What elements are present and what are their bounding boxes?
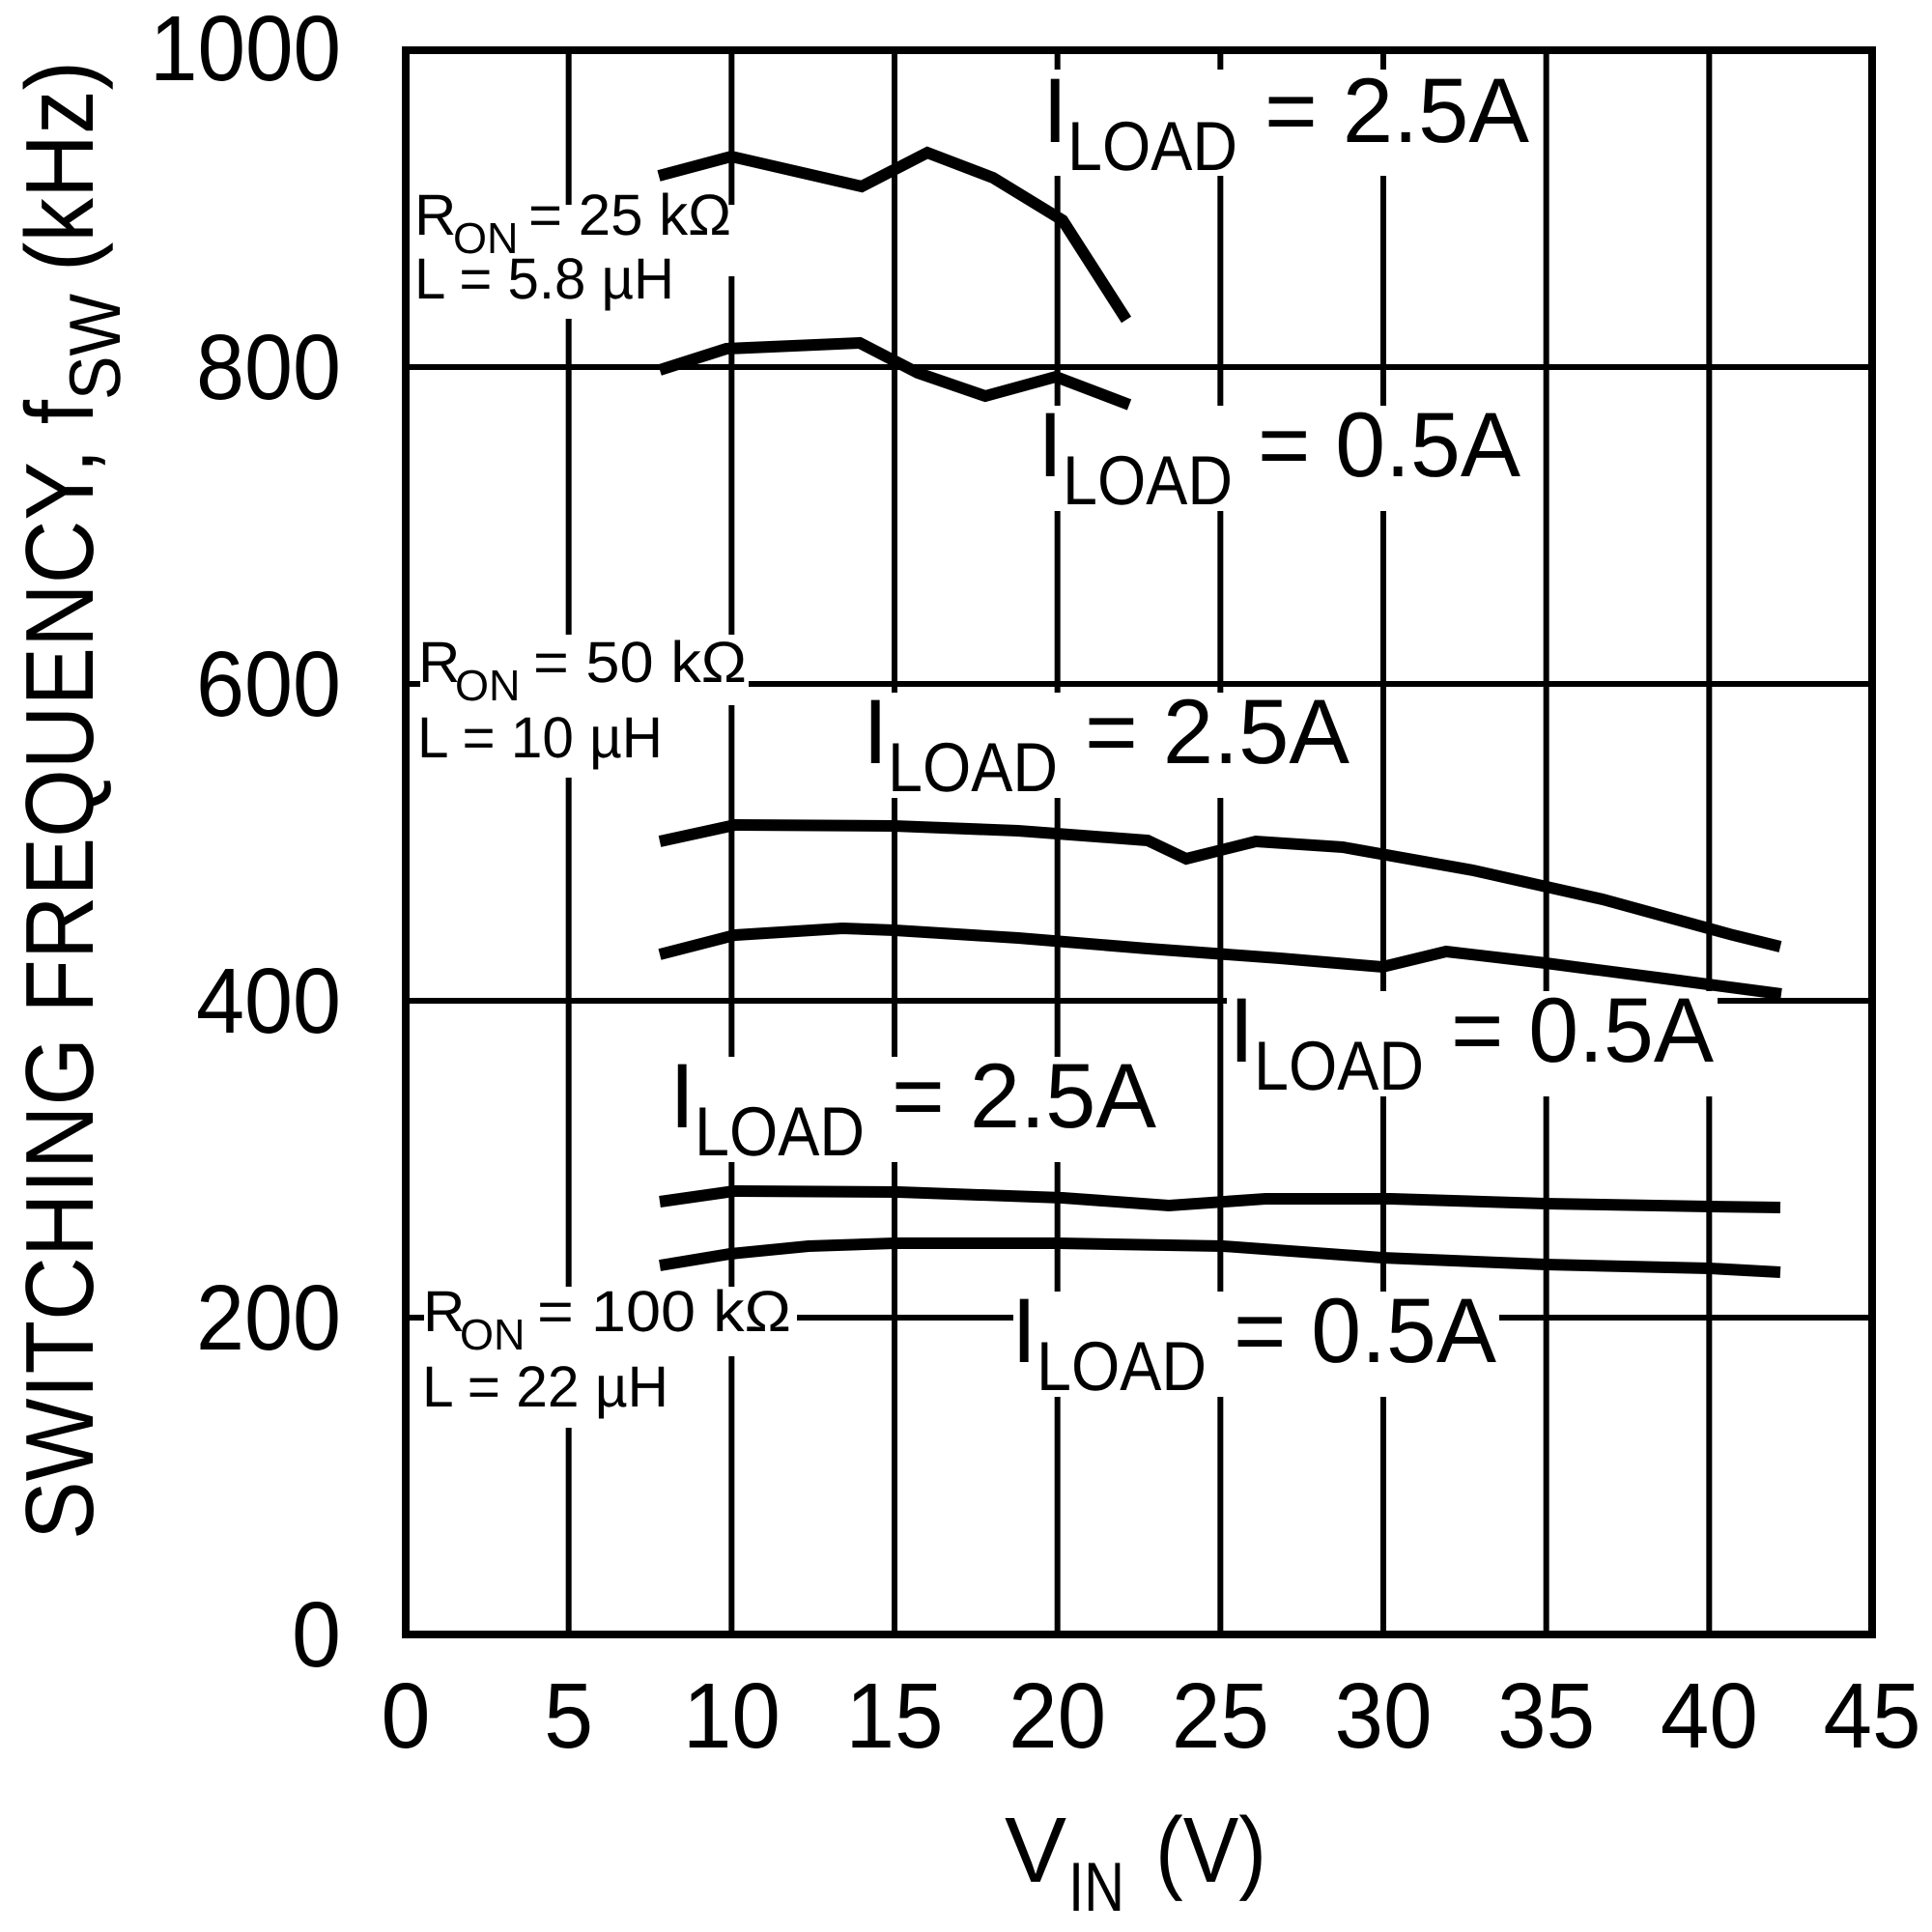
svg-text:LOAD: LOAD: [1037, 1328, 1207, 1406]
svg-text:35: 35: [1497, 1664, 1595, 1768]
svg-text:I: I: [669, 1045, 695, 1148]
svg-text:0: 0: [292, 1583, 341, 1687]
svg-text:I: I: [1011, 1280, 1037, 1382]
svg-text:30: 30: [1335, 1664, 1433, 1768]
svg-text:I: I: [1042, 60, 1067, 162]
svg-text:= 2.5A: = 2.5A: [1085, 681, 1350, 783]
svg-text:R: R: [423, 1279, 465, 1344]
svg-text:= 25 kΩ: = 25 kΩ: [528, 183, 731, 247]
svg-text:800: 800: [196, 316, 341, 419]
svg-text:V: V: [1005, 1799, 1066, 1902]
svg-text:= 2.5A: = 2.5A: [1264, 60, 1530, 162]
svg-text:LOAD: LOAD: [1254, 1028, 1424, 1105]
svg-text:= 2.5A: = 2.5A: [892, 1045, 1157, 1148]
svg-text:SWITCHING FREQUENCY, f: SWITCHING FREQUENCY, f: [6, 400, 114, 1540]
svg-text:0: 0: [382, 1664, 431, 1768]
svg-text:= 100 kΩ: = 100 kΩ: [537, 1279, 791, 1344]
svg-text:I: I: [1037, 394, 1063, 497]
svg-text:LOAD: LOAD: [1067, 108, 1237, 185]
svg-text:= 0.5A: = 0.5A: [1258, 394, 1521, 497]
svg-text:ON: ON: [455, 661, 521, 710]
svg-text:400: 400: [196, 950, 341, 1053]
svg-text:200: 200: [196, 1266, 341, 1370]
svg-text:5: 5: [544, 1664, 593, 1768]
svg-text:L = 5.8 µH: L = 5.8 µH: [414, 246, 674, 311]
svg-text:45: 45: [1824, 1664, 1921, 1768]
svg-text:LOAD: LOAD: [695, 1094, 865, 1171]
svg-text:R: R: [418, 630, 460, 695]
svg-text:20: 20: [1009, 1664, 1106, 1768]
svg-text:10: 10: [683, 1664, 781, 1768]
svg-text:ON: ON: [460, 1310, 526, 1359]
svg-text:R: R: [414, 183, 456, 247]
svg-text:SW: SW: [54, 294, 135, 400]
svg-text:I: I: [1229, 980, 1254, 1082]
svg-text:= 0.5A: = 0.5A: [1234, 1280, 1497, 1382]
svg-text:I: I: [863, 681, 888, 783]
svg-text:40: 40: [1661, 1664, 1758, 1768]
svg-text:L = 10 µH: L = 10 µH: [417, 705, 663, 770]
svg-text:1000: 1000: [150, 0, 341, 100]
svg-text:25: 25: [1172, 1664, 1269, 1768]
svg-text:LOAD: LOAD: [888, 729, 1058, 807]
svg-text:= 0.5A: = 0.5A: [1451, 980, 1715, 1082]
svg-text:(kHz): (kHz): [6, 61, 114, 271]
svg-text:(V): (V): [1155, 1799, 1266, 1902]
svg-text:ON: ON: [453, 213, 519, 263]
svg-text:IN: IN: [1068, 1849, 1124, 1926]
svg-text:L = 22 µH: L = 22 µH: [422, 1354, 668, 1419]
svg-text:LOAD: LOAD: [1063, 442, 1233, 520]
svg-text:15: 15: [846, 1664, 944, 1768]
svg-text:600: 600: [196, 633, 341, 736]
svg-text:= 50 kΩ: = 50 kΩ: [533, 630, 747, 695]
